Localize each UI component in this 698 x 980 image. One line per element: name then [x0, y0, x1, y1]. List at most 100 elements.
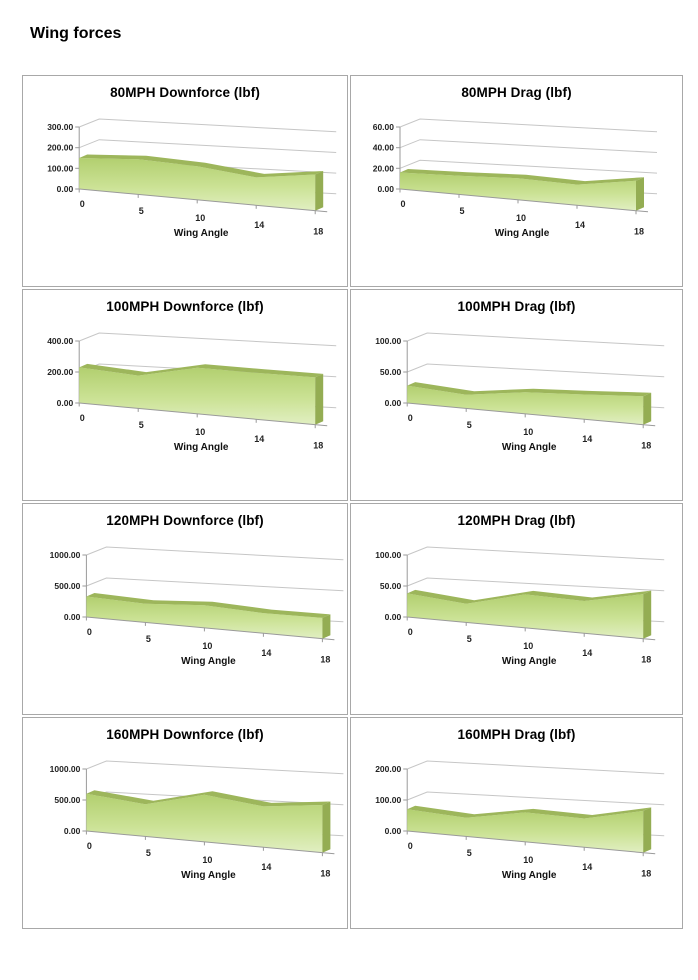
area-top-surface [407, 382, 652, 397]
x-tick-label: 14 [254, 434, 264, 444]
x-axis-title: Wing Angle [174, 442, 229, 453]
area-top-surface [407, 589, 652, 604]
x-tick-label: 0 [408, 841, 413, 851]
area-right-face [315, 171, 324, 211]
x-tick-label: 18 [641, 655, 651, 665]
x-axis-title: Wing Angle [502, 442, 557, 453]
y-tick-label: 50.00 [380, 581, 402, 591]
chart-160mph-drag: 160MPH Drag (lbf) 0.00 100.00 200.00 0 5 10 14 1… [350, 717, 683, 929]
area-top-surface [86, 790, 331, 807]
area-right-face [643, 392, 652, 425]
x-tick-label: 5 [146, 848, 151, 858]
chart-title: 120MPH Drag (lbf) [457, 513, 576, 528]
x-tick-label: 18 [313, 227, 323, 237]
y-tick-label: 40.00 [373, 143, 395, 153]
gridline [407, 363, 665, 378]
x-tick-label: 14 [254, 220, 264, 230]
x-tick-label: 5 [467, 420, 472, 430]
chart-plot: 0.00 100.00 200.00 300.00 0 5 10 14 18 Wing Angle [47, 118, 337, 239]
area-front-face [407, 385, 644, 425]
x-tick-label: 0 [87, 627, 92, 637]
x-axis-line [407, 830, 656, 855]
x-axis-title: Wing Angle [181, 870, 236, 881]
chart-120mph-drag: 120MPH Drag (lbf) 0.00 50.00 100.00 0 5 10 14 18… [350, 503, 683, 715]
area-top-surface [407, 805, 652, 819]
x-tick-label: 18 [641, 869, 651, 879]
y-tick-label: 0.00 [64, 612, 81, 622]
x-tick-label: 0 [400, 199, 405, 209]
area-top-surface [400, 169, 644, 185]
chart-120mph-downforce: 120MPH Downforce (lbf) 0.00 500.00 1000.00 0… [22, 503, 348, 715]
y-tick-label: 20.00 [373, 163, 395, 173]
charts-grid: 80MPH Downforce (lbf) 0.00 100.00 200.00 300… [22, 75, 683, 929]
y-tick-label: 200.00 [47, 367, 73, 377]
area-front-face [400, 172, 636, 211]
chart-title: 160MPH Drag (lbf) [457, 727, 576, 742]
y-tick-label: 0.00 [57, 398, 74, 408]
x-tick-label: 10 [202, 641, 212, 651]
gridline [407, 577, 665, 592]
y-tick-label: 0.00 [385, 612, 402, 622]
y-tick-label: 0.00 [377, 184, 394, 194]
x-axis-title: Wing Angle [502, 870, 557, 881]
x-tick-label: 14 [582, 434, 592, 444]
y-tick-label: 400.00 [47, 336, 73, 346]
gridline [407, 791, 665, 806]
chart-title: 100MPH Downforce (lbf) [106, 299, 264, 314]
x-tick-label: 14 [582, 862, 592, 872]
gridline [86, 546, 344, 561]
x-tick-label: 5 [146, 634, 151, 644]
y-tick-label: 0.00 [57, 184, 74, 194]
x-tick-label: 10 [195, 427, 205, 437]
gridline [399, 159, 658, 174]
x-tick-label: 10 [195, 213, 205, 223]
x-axis-line [399, 188, 649, 213]
area-right-face [315, 373, 324, 425]
area-right-face [643, 590, 652, 639]
x-tick-label: 0 [87, 841, 92, 851]
area-front-face [407, 809, 644, 853]
page-title: Wing forces [30, 25, 122, 42]
area-top-surface [79, 154, 324, 178]
y-tick-label: 0.00 [64, 826, 81, 836]
y-tick-label: 50.00 [380, 367, 402, 377]
x-axis-line [407, 616, 656, 641]
x-axis-line [86, 830, 335, 855]
chart-plot: 0.00 500.00 1000.00 0 5 10 14 18 Wing Angle [50, 546, 344, 667]
gridline [79, 118, 337, 133]
x-tick-label: 14 [575, 220, 585, 230]
gridline [79, 332, 337, 347]
y-tick-label: 0.00 [385, 826, 402, 836]
x-axis-line [86, 616, 335, 641]
x-tick-label: 0 [80, 413, 85, 423]
x-tick-label: 10 [523, 427, 533, 437]
y-tick-label: 100.00 [375, 336, 401, 346]
y-tick-label: 300.00 [47, 122, 73, 132]
chart-100mph-drag: 100MPH Drag (lbf) 0.00 50.00 100.00 0 5 10 14 18… [350, 289, 683, 501]
chart-160mph-downforce: 160MPH Downforce (lbf) 0.00 500.00 1000.00 0… [22, 717, 348, 929]
x-tick-label: 0 [80, 199, 85, 209]
chart-80mph-downforce: 80MPH Downforce (lbf) 0.00 100.00 200.00 300… [22, 75, 348, 287]
area-right-face [322, 614, 331, 639]
area-right-face [643, 807, 652, 853]
y-tick-label: 1000.00 [50, 764, 81, 774]
y-tick-label: 60.00 [373, 122, 395, 132]
x-axis-line [79, 402, 328, 427]
gridline [86, 577, 344, 592]
chart-plot: 0.00 50.00 100.00 0 5 10 14 18 Wing Angle [375, 546, 665, 667]
chart-plot: 0.00 200.00 400.00 0 5 10 14 18 Wing Angle [47, 332, 337, 453]
x-axis-title: Wing Angle [174, 228, 229, 239]
x-tick-label: 5 [467, 848, 472, 858]
x-axis-line [79, 188, 328, 213]
x-tick-label: 10 [202, 855, 212, 865]
gridline [407, 332, 665, 347]
x-axis-title: Wing Angle [181, 656, 236, 667]
chart-title: 80MPH Downforce (lbf) [110, 85, 260, 100]
x-tick-label: 5 [139, 420, 144, 430]
y-tick-label: 0.00 [385, 398, 402, 408]
x-tick-label: 10 [516, 213, 526, 223]
gridline [407, 546, 665, 561]
area-front-face [86, 596, 323, 639]
area-right-face [322, 801, 331, 853]
y-tick-label: 200.00 [47, 143, 73, 153]
